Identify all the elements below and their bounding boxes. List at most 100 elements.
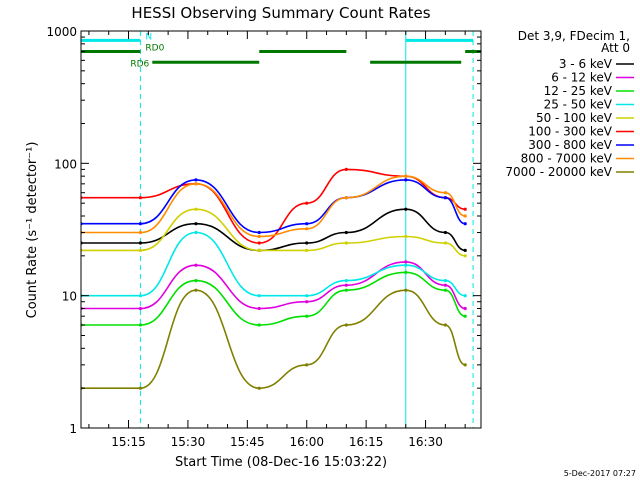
- x-tick-label: 16:00: [289, 435, 324, 449]
- series-point: [443, 191, 447, 195]
- legend-label: 800 - 7000 keV: [521, 152, 613, 166]
- x-axis-label: Start Time (08-Dec-16 15:03:22): [175, 455, 387, 470]
- series-point: [257, 248, 261, 252]
- series-line: [81, 168, 466, 244]
- x-tick-label: 15:15: [111, 435, 146, 449]
- series-point: [257, 323, 261, 327]
- legend-label: 7000 - 20000 keV: [505, 165, 612, 179]
- series-line: [81, 289, 466, 390]
- series-line: [81, 261, 466, 310]
- series-line: [81, 179, 466, 234]
- y-tick-label: 1: [69, 422, 77, 436]
- series-point: [443, 283, 447, 287]
- x-tick-label: 16:30: [408, 435, 443, 449]
- series-point: [404, 263, 408, 267]
- flag-label-rd6: RD6: [130, 59, 149, 69]
- series-point: [463, 222, 467, 226]
- legend-title-line1: Det 3,9, FDecim 1,: [518, 29, 630, 43]
- y-axis: 1 10 100 1000: [46, 25, 481, 436]
- x-tick-label: 16:15: [349, 435, 384, 449]
- y-tick-label: 10: [62, 290, 77, 304]
- series-point: [257, 386, 261, 390]
- series-point: [344, 167, 348, 171]
- series-point: [463, 248, 467, 252]
- series-point: [138, 222, 142, 226]
- series-point: [344, 283, 348, 287]
- series-point: [305, 314, 309, 318]
- legend-label: 25 - 50 keV: [544, 98, 613, 112]
- series-point: [194, 182, 198, 186]
- series-point: [194, 230, 198, 235]
- x-axis: 15:15 15:30 15:45 16:00 16:15 16:30: [88, 31, 466, 449]
- series-point: [257, 306, 261, 311]
- series-point: [305, 222, 309, 226]
- vertical-markers: [81, 31, 474, 428]
- series-point: [404, 270, 408, 274]
- series-point: [138, 196, 142, 200]
- series-point: [404, 207, 408, 211]
- series-point: [138, 306, 142, 311]
- legend-title-line2: Att 0: [601, 41, 630, 55]
- series-point: [344, 323, 348, 327]
- legend-label: 6 - 12 keV: [551, 71, 613, 85]
- y-axis-label: Count Rate (s⁻¹ detector⁻¹): [25, 142, 40, 319]
- series-point: [194, 222, 198, 226]
- plot-frame: [80, 30, 482, 429]
- series-point: [257, 294, 261, 298]
- series-point: [344, 288, 348, 292]
- series-point: [138, 241, 142, 245]
- series-point: [138, 294, 142, 298]
- series-point: [404, 174, 408, 178]
- series-point: [194, 178, 198, 182]
- series-point: [404, 260, 408, 264]
- series-point: [443, 241, 447, 245]
- series-point: [305, 201, 309, 205]
- series-point: [344, 230, 348, 235]
- series-line: [81, 231, 466, 297]
- series-point: [305, 300, 309, 304]
- legend-label: 3 - 6 keV: [559, 57, 613, 71]
- chart-title: HESSI Observing Summary Count Rates: [131, 4, 430, 22]
- series-point: [344, 241, 348, 245]
- series-point: [463, 314, 467, 318]
- series-point: [257, 234, 261, 239]
- y-tick-label: 100: [54, 157, 77, 171]
- series-point: [344, 279, 348, 283]
- series-point: [463, 294, 467, 298]
- footer-timestamp: 5-Dec-2017 07:27: [564, 469, 636, 478]
- series-point: [194, 288, 198, 292]
- series-point: [194, 207, 198, 211]
- legend-label: 50 - 100 keV: [536, 111, 613, 125]
- series-point: [305, 241, 309, 245]
- series-point: [463, 254, 467, 258]
- legend-label: 300 - 800 keV: [528, 138, 612, 152]
- series-line: [81, 175, 466, 238]
- series-line: [81, 208, 466, 257]
- series-point: [138, 230, 142, 235]
- series-point: [194, 263, 198, 267]
- series-point: [138, 323, 142, 327]
- series-point: [443, 323, 447, 327]
- series-lines: [81, 167, 467, 390]
- series-point: [443, 196, 447, 200]
- legend-label: 12 - 25 keV: [544, 84, 613, 98]
- series-point: [138, 248, 142, 252]
- series-point: [305, 294, 309, 298]
- series-point: [305, 227, 309, 231]
- series-point: [257, 241, 261, 245]
- series-point: [443, 279, 447, 283]
- series-point: [463, 363, 467, 367]
- series-line: [81, 208, 466, 252]
- x-tick-label: 15:45: [230, 435, 265, 449]
- series-point: [443, 230, 447, 235]
- series-point: [305, 248, 309, 252]
- flag-label-rd0: RD0: [145, 43, 164, 53]
- series-point: [404, 234, 408, 239]
- series-point: [138, 386, 142, 390]
- x-tick-label: 15:30: [171, 435, 206, 449]
- series-point: [463, 306, 467, 311]
- series-point: [194, 279, 198, 283]
